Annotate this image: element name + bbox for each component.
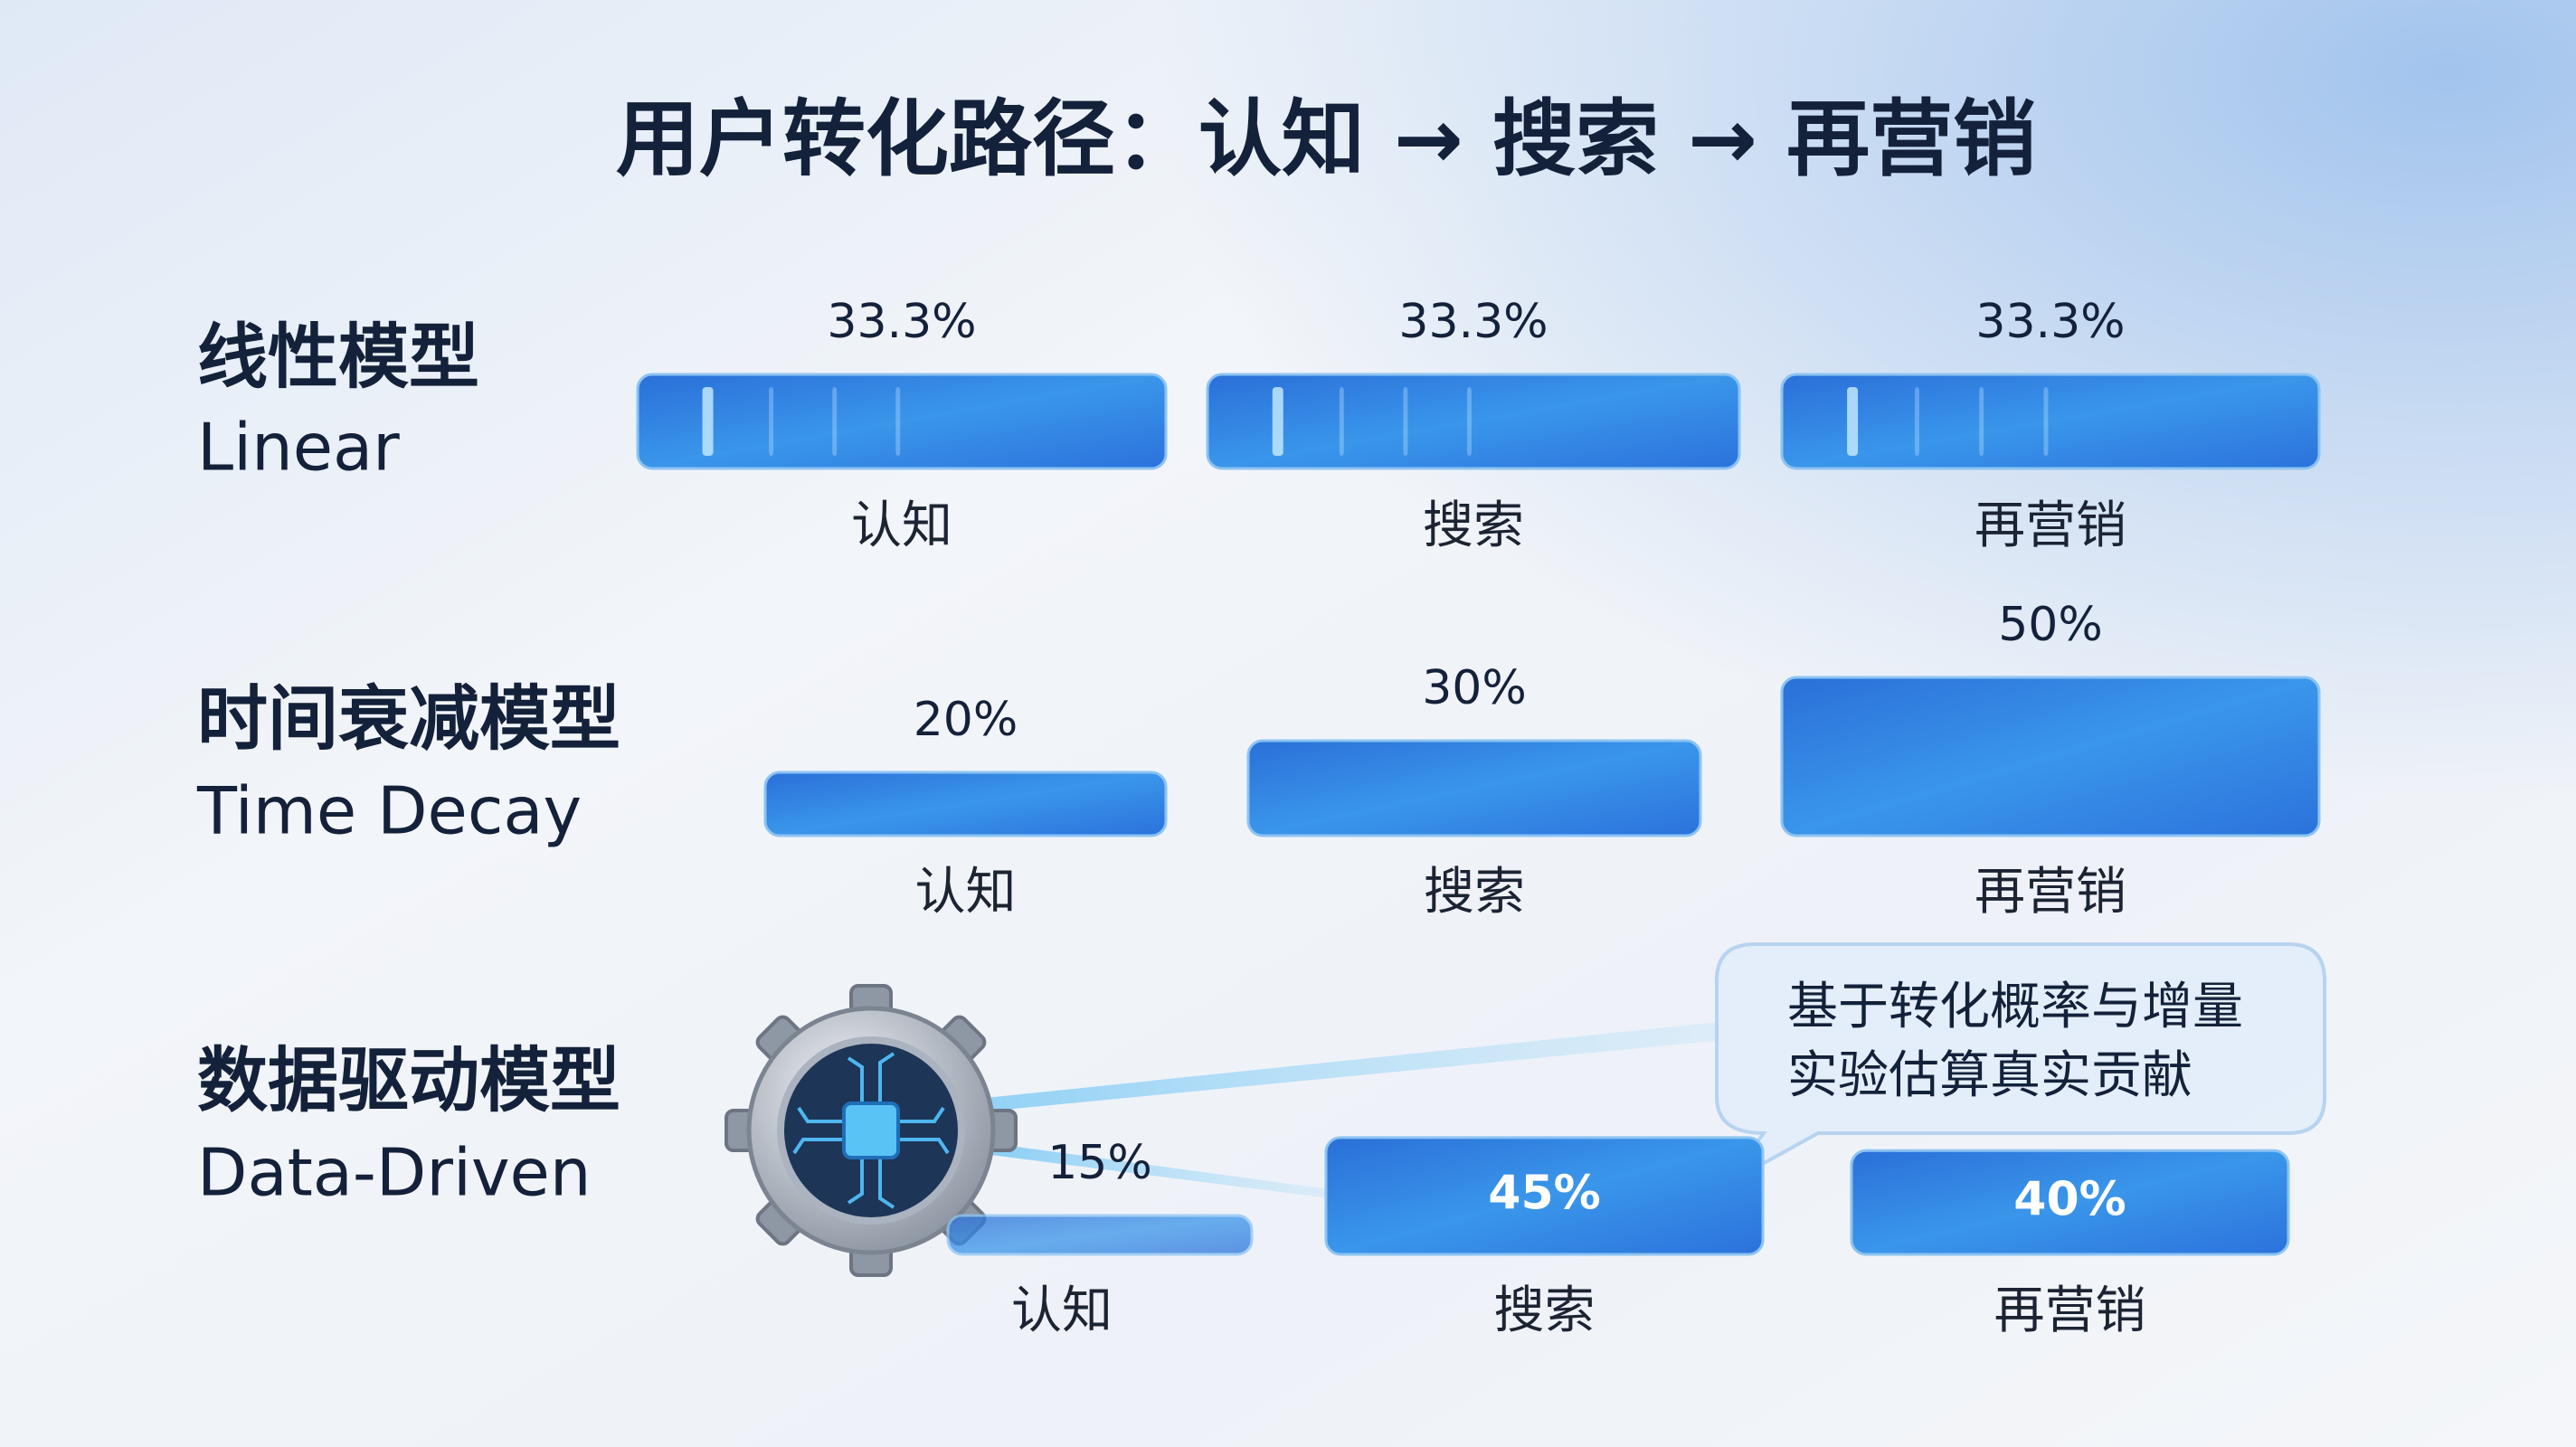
page-title: 用户转化路径：认知 → 搜索 → 再营销	[616, 90, 2036, 187]
callout-text: 实验估算真实贡献	[1787, 1046, 2192, 1105]
value-label: 45%	[1488, 1166, 1600, 1220]
category-label: 认知	[851, 497, 952, 555]
bar	[1850, 1149, 2290, 1256]
value-label: 15%	[1047, 1136, 1152, 1190]
model-name: 数据驱动模型	[197, 1040, 620, 1121]
bar	[763, 771, 1168, 837]
bar-stripe	[702, 387, 714, 456]
value-label: 33.3%	[827, 295, 976, 349]
bar-stripe	[2043, 387, 2049, 456]
bar	[1206, 373, 1741, 470]
value-label: 33.3%	[1975, 295, 2125, 349]
bar-stripe	[769, 387, 774, 456]
bar	[1324, 1136, 1765, 1256]
callout	[1715, 942, 2326, 1187]
model-name: 时间衰减模型	[197, 678, 620, 760]
bar-stripe	[1272, 387, 1283, 456]
category-label: 再营销	[1994, 1281, 2146, 1340]
category-label: 搜索	[1423, 497, 1524, 555]
callout-text: 基于转化概率与增量	[1787, 978, 2243, 1036]
value-label: 30%	[1422, 661, 1527, 715]
bar-stripe	[1914, 387, 1919, 456]
category-label: 再营销	[1975, 497, 2126, 555]
gear-icon	[724, 984, 1723, 1277]
value-label: 33.3%	[1398, 295, 1548, 349]
bar-stripe	[1847, 387, 1859, 456]
value-label: 50%	[1998, 598, 2103, 652]
bar-stripe	[832, 387, 838, 456]
category-label: 认知	[1011, 1281, 1113, 1340]
bar	[1780, 676, 2321, 837]
value-label: 40%	[2013, 1173, 2126, 1227]
model-name-en: Time Decay	[196, 773, 582, 849]
bar	[636, 373, 1168, 470]
bar	[1246, 739, 1702, 837]
bar-stripe	[1339, 387, 1344, 456]
value-label: 20%	[914, 693, 1018, 747]
model-name-en: Data-Driven	[197, 1135, 591, 1211]
model-name-en: Linear	[197, 410, 400, 486]
bar-stripe	[1979, 387, 1984, 456]
bar-stripe	[1403, 387, 1408, 456]
model-name: 线性模型	[197, 317, 479, 398]
bar-stripe	[1466, 387, 1472, 456]
bar-stripe	[895, 387, 901, 456]
category-label: 再营销	[1975, 863, 2126, 922]
category-label: 搜索	[1494, 1281, 1596, 1340]
category-label: 认知	[915, 863, 1017, 922]
bar	[1780, 373, 2321, 470]
category-label: 搜索	[1424, 863, 1525, 922]
bar	[946, 1214, 1254, 1256]
